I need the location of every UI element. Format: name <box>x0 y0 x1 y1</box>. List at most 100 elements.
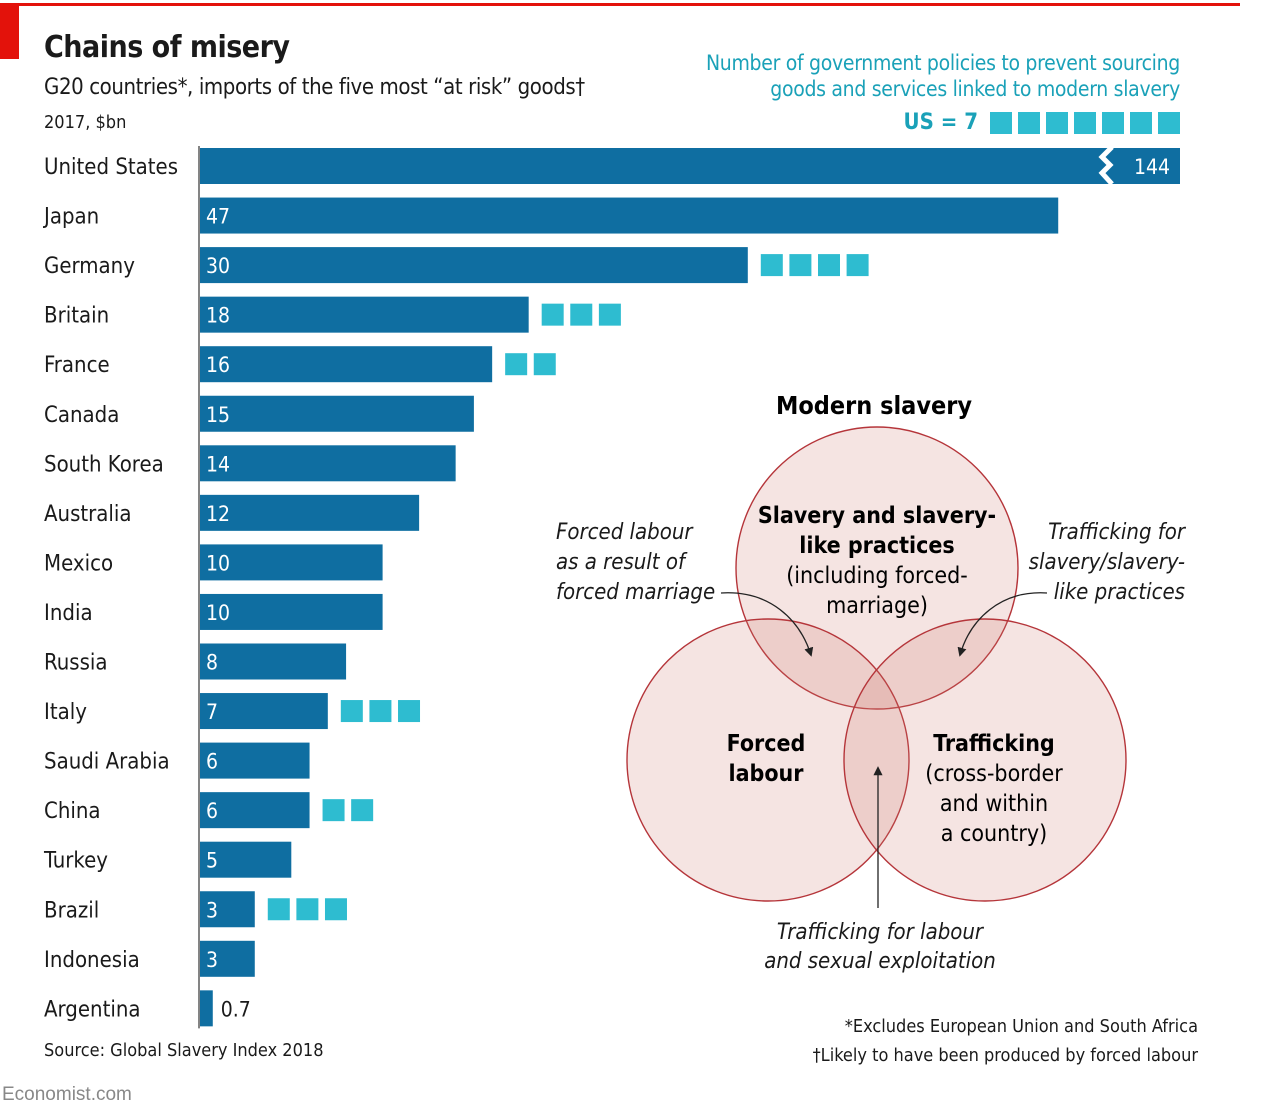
annotation-left-2: as a result of <box>556 550 688 575</box>
value-label: 3 <box>206 948 218 972</box>
category-label: France <box>44 353 110 378</box>
bar <box>200 395 474 432</box>
bar <box>200 445 456 482</box>
value-label: 0.7 <box>221 997 251 1021</box>
bar <box>200 544 383 581</box>
venn-top-normal-1: (including forced- <box>786 563 968 589</box>
venn-circle-trafficking <box>843 618 1127 902</box>
footnote-2: †Likely to have been produced by forced … <box>812 1045 1198 1066</box>
bar <box>200 296 529 333</box>
policy-square <box>1074 111 1096 134</box>
venn-title: Modern slavery <box>776 391 972 420</box>
policy-square <box>533 353 556 376</box>
category-label: Turkey <box>43 849 108 874</box>
top-rule <box>0 3 1240 6</box>
bar <box>200 643 347 680</box>
category-label: United States <box>44 155 178 180</box>
bar <box>200 197 1059 234</box>
venn-right-bold-1: Trafficking <box>933 731 1055 757</box>
policy-square <box>398 700 421 723</box>
annotation-bottom-2: and sexual exploitation <box>764 949 996 974</box>
brand-watermark: Economist.com <box>2 1084 132 1105</box>
arrow-left <box>720 592 814 657</box>
policy-square <box>789 254 812 277</box>
category-label: China <box>44 799 101 824</box>
policy-square <box>541 303 564 326</box>
value-label: 18 <box>206 304 230 328</box>
policy-square <box>1018 111 1040 134</box>
bar <box>200 693 328 730</box>
value-label: 12 <box>206 502 230 526</box>
arrow-right <box>957 592 1048 657</box>
value-label: 15 <box>206 403 230 427</box>
policy-legend-line2: goods and services linked to modern slav… <box>770 77 1180 101</box>
bar <box>200 148 1180 184</box>
category-label: Mexico <box>44 551 113 576</box>
venn-left-bold-1: Forced <box>727 731 806 757</box>
us-policy-label: US = 7 <box>903 110 978 135</box>
axis-break <box>1098 145 1114 186</box>
venn-circle-slavery <box>735 426 1019 710</box>
policy-square <box>296 898 319 921</box>
category-label: Japan <box>42 205 99 230</box>
us-policy-squares <box>990 111 1180 134</box>
policy-square <box>1130 111 1152 134</box>
category-label: Germany <box>44 254 135 279</box>
bar <box>200 891 255 928</box>
chart-title: Chains of misery <box>44 30 290 65</box>
venn-top-normal-2: marriage) <box>826 593 928 619</box>
value-label: 144 <box>1134 155 1170 179</box>
category-label: Australia <box>44 502 132 527</box>
policy-square <box>505 353 528 376</box>
policy-square <box>340 700 363 723</box>
policy-square <box>846 254 869 277</box>
annotation-left-1: Forced labour <box>556 520 694 545</box>
us-policy-legend: US = 7 <box>904 110 1180 135</box>
source-note: Source: Global Slavery Index 2018 <box>44 1040 324 1061</box>
venn-circle-forced-labour <box>626 618 910 902</box>
policy-square <box>760 254 783 277</box>
venn-right-normal-1: (cross-border <box>925 761 1063 787</box>
value-label: 3 <box>206 898 218 922</box>
policy-square <box>369 700 392 723</box>
value-label: 10 <box>206 551 230 575</box>
bar <box>200 593 383 630</box>
venn-top-bold-2: like practices <box>799 533 954 559</box>
policy-square <box>351 799 374 822</box>
category-label: India <box>44 601 93 626</box>
value-label: 5 <box>206 849 218 873</box>
policy-square <box>570 303 593 326</box>
value-label: 6 <box>206 750 218 774</box>
category-label: Saudi Arabia <box>44 750 170 775</box>
policy-square <box>598 303 621 326</box>
bar <box>200 346 493 383</box>
value-label: 14 <box>206 452 230 476</box>
venn-right-normal-3: a country) <box>941 821 1047 847</box>
bar <box>200 742 310 779</box>
policy-legend-title: Number of government policies to prevent… <box>706 50 1180 102</box>
footnote-1: *Excludes European Union and South Afric… <box>844 1016 1198 1037</box>
value-label: 30 <box>206 254 230 278</box>
annotation-bottom-1: Trafficking for labour <box>777 920 985 945</box>
value-label: 8 <box>206 651 218 675</box>
policy-legend-line1: Number of government policies to prevent… <box>705 51 1180 75</box>
chart-subtitle: G20 countries*, imports of the five most… <box>44 75 585 100</box>
bar <box>200 841 292 878</box>
category-label: South Korea <box>44 452 164 477</box>
category-label: Britain <box>44 304 109 329</box>
venn-top-bold-1: Slavery and slavery- <box>758 503 996 529</box>
category-label: Canada <box>44 403 119 428</box>
policy-square <box>324 898 347 921</box>
category-label: Indonesia <box>44 948 140 973</box>
value-label: 7 <box>206 700 218 724</box>
value-label: 16 <box>206 353 230 377</box>
policy-square <box>267 898 290 921</box>
category-label: Russia <box>44 651 108 676</box>
bar <box>200 247 748 284</box>
category-label: Argentina <box>44 997 141 1022</box>
policy-square <box>1046 111 1068 134</box>
policy-square <box>322 799 345 822</box>
annotation-right-2: slavery/slavery- <box>1029 550 1185 575</box>
